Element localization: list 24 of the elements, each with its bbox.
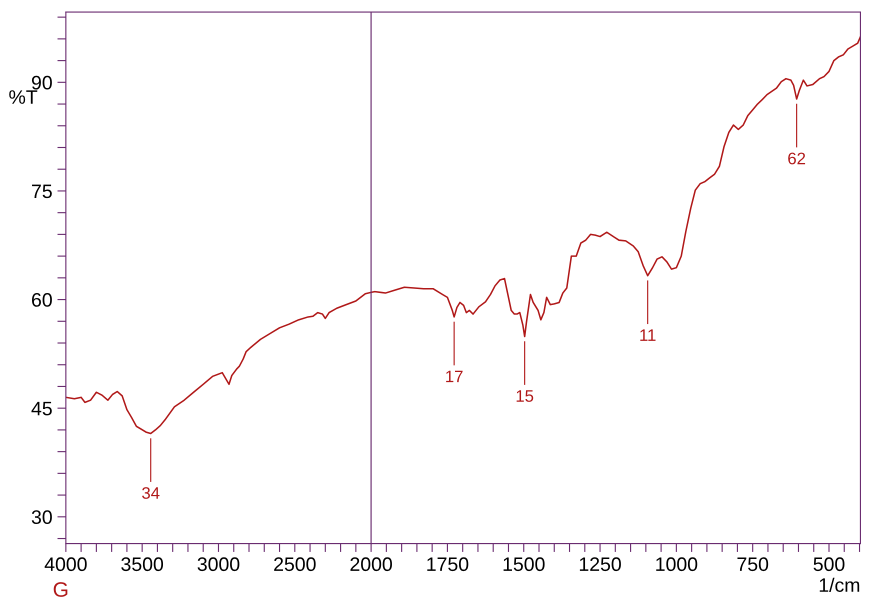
- x-tick-label: 500: [814, 557, 844, 572]
- x-tick-label: 1000: [656, 557, 698, 572]
- x-tick-label: 1750: [427, 557, 468, 572]
- x-tick-label: 1500: [504, 557, 545, 572]
- x-axis-title: 1/cm: [820, 578, 860, 592]
- x-tick-label: 3500: [121, 557, 164, 572]
- y-tick-label: 90: [32, 76, 52, 90]
- annotation: 11: [640, 329, 656, 341]
- x-tick-label: 1250: [580, 557, 621, 572]
- x-tick-label: 2500: [274, 557, 316, 572]
- y-axis-title: %T: [9, 90, 38, 104]
- x-tick-label: 4000: [44, 557, 87, 572]
- annotation: 17: [446, 370, 463, 382]
- y-tick-label: 30: [32, 510, 52, 524]
- y-tick-label: 45: [31, 402, 52, 416]
- text: G: [54, 582, 68, 597]
- annotation: 34: [142, 487, 160, 499]
- y-tick-label: 60: [32, 293, 52, 307]
- annotation: 62: [788, 152, 806, 164]
- x-tick-label: 2000: [350, 557, 392, 572]
- x-tick-label: 750: [737, 557, 768, 572]
- y-tick-label: 75: [32, 184, 52, 198]
- annotation: 15: [516, 390, 534, 402]
- x-tick-label: 3000: [198, 557, 240, 572]
